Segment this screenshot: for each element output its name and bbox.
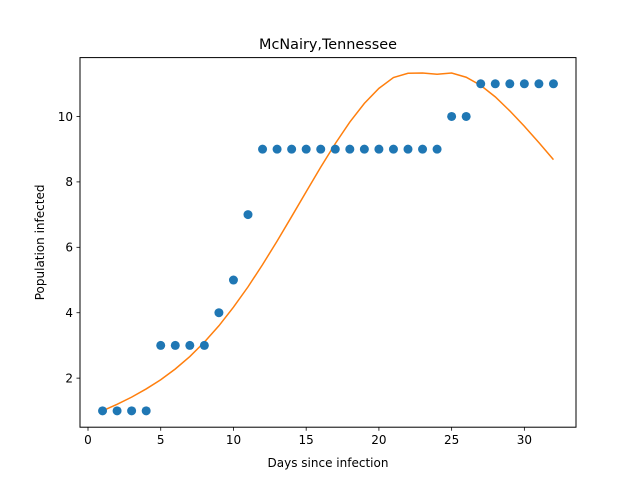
data-point — [156, 340, 166, 350]
x-tick-label: 30 — [517, 433, 532, 447]
y-tick-label: 4 — [65, 306, 73, 320]
data-point — [287, 144, 297, 154]
chart-title: McNairy,Tennessee — [259, 37, 397, 53]
data-point — [127, 406, 137, 416]
data-point — [316, 144, 326, 154]
data-point — [374, 144, 384, 154]
x-tick-label: 20 — [371, 433, 386, 447]
data-point — [403, 144, 413, 154]
axes-frame — [79, 57, 577, 428]
y-axis-label: Population infected — [33, 185, 47, 301]
data-point — [272, 144, 282, 154]
x-axis: 0 5 10 15 20 25 30 — [84, 427, 532, 447]
data-point — [490, 79, 500, 89]
x-tick-label: 10 — [226, 433, 241, 447]
y-axis: 2 4 6 8 10 — [58, 110, 80, 385]
data-point — [98, 406, 108, 416]
y-tick-label: 8 — [65, 175, 73, 189]
data-point — [199, 340, 209, 350]
data-point — [418, 144, 428, 154]
x-axis-label: Days since infection — [268, 456, 389, 470]
x-tick-label: 25 — [444, 433, 459, 447]
data-point — [359, 144, 369, 154]
x-tick-label: 0 — [84, 433, 92, 447]
data-point — [112, 406, 122, 416]
x-tick-label: 15 — [299, 433, 314, 447]
y-tick-label: 10 — [58, 110, 73, 124]
data-point — [534, 79, 544, 89]
data-point — [170, 340, 180, 350]
y-tick-label: 2 — [65, 371, 73, 385]
data-point — [505, 79, 515, 89]
data-point — [476, 79, 486, 89]
data-point — [214, 308, 224, 318]
data-point — [447, 111, 457, 121]
data-point — [243, 210, 253, 220]
x-tick-label: 5 — [157, 433, 165, 447]
data-point — [461, 111, 471, 121]
data-point — [345, 144, 355, 154]
data-point — [388, 144, 398, 154]
data-point — [432, 144, 442, 154]
plot-area — [98, 72, 558, 416]
data-point — [519, 79, 529, 89]
data-point — [141, 406, 151, 416]
data-point — [258, 144, 268, 154]
data-point — [185, 340, 195, 350]
data-point — [330, 144, 340, 154]
y-tick-label: 6 — [65, 241, 73, 255]
data-point — [548, 79, 558, 89]
data-point — [228, 275, 238, 285]
data-point — [301, 144, 311, 154]
